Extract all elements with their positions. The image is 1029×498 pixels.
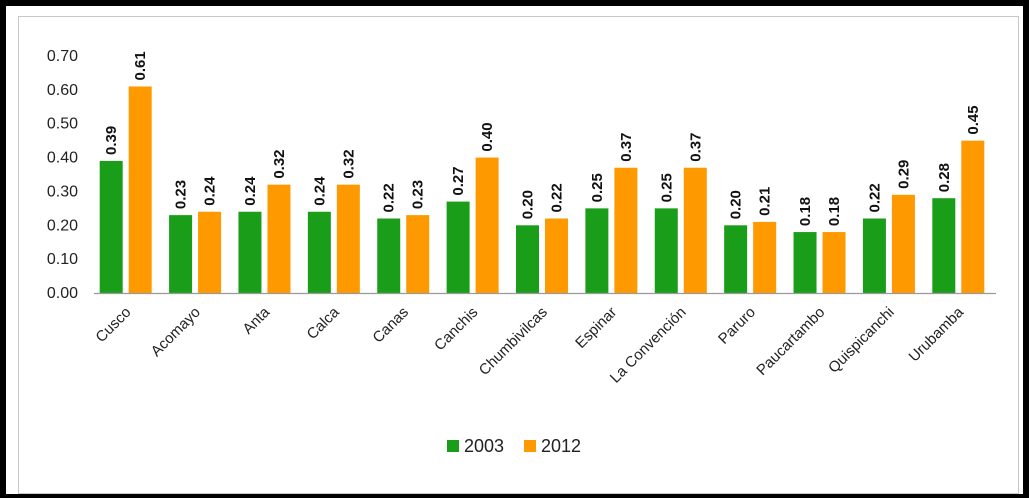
data-label-2003: 0.25: [658, 173, 675, 202]
data-label-2012: 0.24: [202, 176, 219, 206]
data-label-2012: 0.22: [549, 183, 566, 212]
x-tick-label: Anta: [239, 303, 273, 337]
x-tick-label: Espinar: [572, 304, 620, 352]
legend-label-2012: 2012: [541, 436, 581, 456]
bar-2012: [545, 218, 568, 293]
data-label-2003: 0.27: [450, 166, 467, 195]
bar-2012: [475, 157, 499, 293]
bar-2003: [238, 211, 262, 293]
bar-2012: [336, 184, 360, 293]
x-tick-label: Acomayo: [148, 304, 204, 360]
bar-2003: [446, 201, 470, 293]
bar-2003: [793, 232, 817, 293]
data-label-2003: 0.23: [173, 180, 190, 209]
bar-2012: [198, 211, 222, 293]
data-label-2012: 0.32: [271, 149, 288, 178]
bar-2012: [128, 86, 152, 293]
bar-2003: [654, 208, 678, 293]
y-tick-label: 0.40: [47, 150, 78, 167]
data-label-2003: 0.39: [103, 126, 120, 155]
bar-2003: [307, 211, 331, 293]
bar-2012: [822, 232, 846, 293]
data-label-2012: 0.23: [410, 180, 427, 209]
y-tick-label: 0.50: [47, 116, 78, 133]
legend-label-2003: 2003: [464, 436, 504, 456]
data-label-2012: 0.29: [895, 160, 912, 189]
x-tick-label: Paruro: [715, 304, 759, 348]
bar-2003: [169, 215, 193, 293]
bars: [99, 86, 985, 293]
legend: 2003 2012: [447, 436, 581, 456]
data-label-2003: 0.20: [728, 190, 745, 219]
bar-2003: [932, 198, 956, 293]
y-tick-label: 0.60: [47, 82, 78, 99]
legend-swatch-2012: [524, 440, 536, 452]
data-label-2012: 0.21: [757, 187, 774, 216]
y-axis: 0.00 0.10 0.20 0.30 0.40 0.50 0.60 0.70: [47, 48, 78, 302]
x-tick-label: Calca: [304, 303, 344, 343]
bar-2003: [99, 160, 123, 293]
data-label-2012: 0.61: [132, 51, 149, 80]
data-label-2003: 0.22: [381, 183, 398, 212]
data-label-2012: 0.32: [340, 149, 357, 178]
x-tick-label: Canchis: [431, 304, 481, 354]
x-tick-label: Paucartambo: [753, 304, 828, 379]
x-tick-label: Chumbivilcas: [476, 304, 551, 379]
data-label-2003: 0.20: [520, 190, 537, 219]
data-labels: 0.39 0.61 0.23 0.24 0.24 0.32 0.24 0.32 0.22 0.23…: [103, 51, 982, 226]
bar-2012: [406, 215, 430, 293]
data-label-2003: 0.24: [311, 176, 328, 206]
bar-2012: [614, 167, 638, 293]
bar-2012: [683, 167, 707, 293]
legend-swatch-2003: [447, 440, 459, 452]
data-label-2012: 0.37: [687, 133, 704, 162]
y-tick-label: 0.10: [47, 251, 78, 268]
data-label-2003: 0.28: [936, 163, 953, 192]
data-label-2003: 0.24: [242, 176, 259, 206]
bar-2012: [267, 184, 291, 293]
x-tick-label: Urubamba: [906, 303, 968, 365]
data-label-2003: 0.22: [866, 183, 883, 212]
data-label-2003: 0.25: [589, 173, 606, 202]
x-tick-label: Quispicanchi: [825, 304, 898, 377]
bar-2003: [862, 218, 886, 293]
bar-2003: [585, 208, 609, 293]
bar-2012: [891, 194, 915, 293]
y-tick-label: 0.30: [47, 183, 78, 200]
data-label-2003: 0.18: [797, 197, 814, 226]
y-tick-label: 0.70: [47, 48, 78, 65]
x-tick-label: Canas: [369, 304, 412, 347]
y-tick-label: 0.00: [47, 285, 78, 302]
bar-2003: [516, 225, 539, 293]
data-label-2012: 0.40: [479, 122, 496, 151]
x-tick-label: Cusco: [92, 304, 134, 346]
data-label-2012: 0.37: [618, 133, 635, 162]
bar-2003: [377, 218, 401, 293]
y-tick-label: 0.20: [47, 217, 78, 234]
bar-2012: [753, 221, 777, 293]
x-axis: Cusco Acomayo Anta Calca Canas CanchisChumbiv…: [92, 292, 996, 387]
bar-2003: [724, 225, 748, 293]
bar-2012: [961, 140, 985, 293]
data-label-2012: 0.18: [826, 197, 843, 226]
data-label-2012: 0.45: [965, 105, 982, 134]
